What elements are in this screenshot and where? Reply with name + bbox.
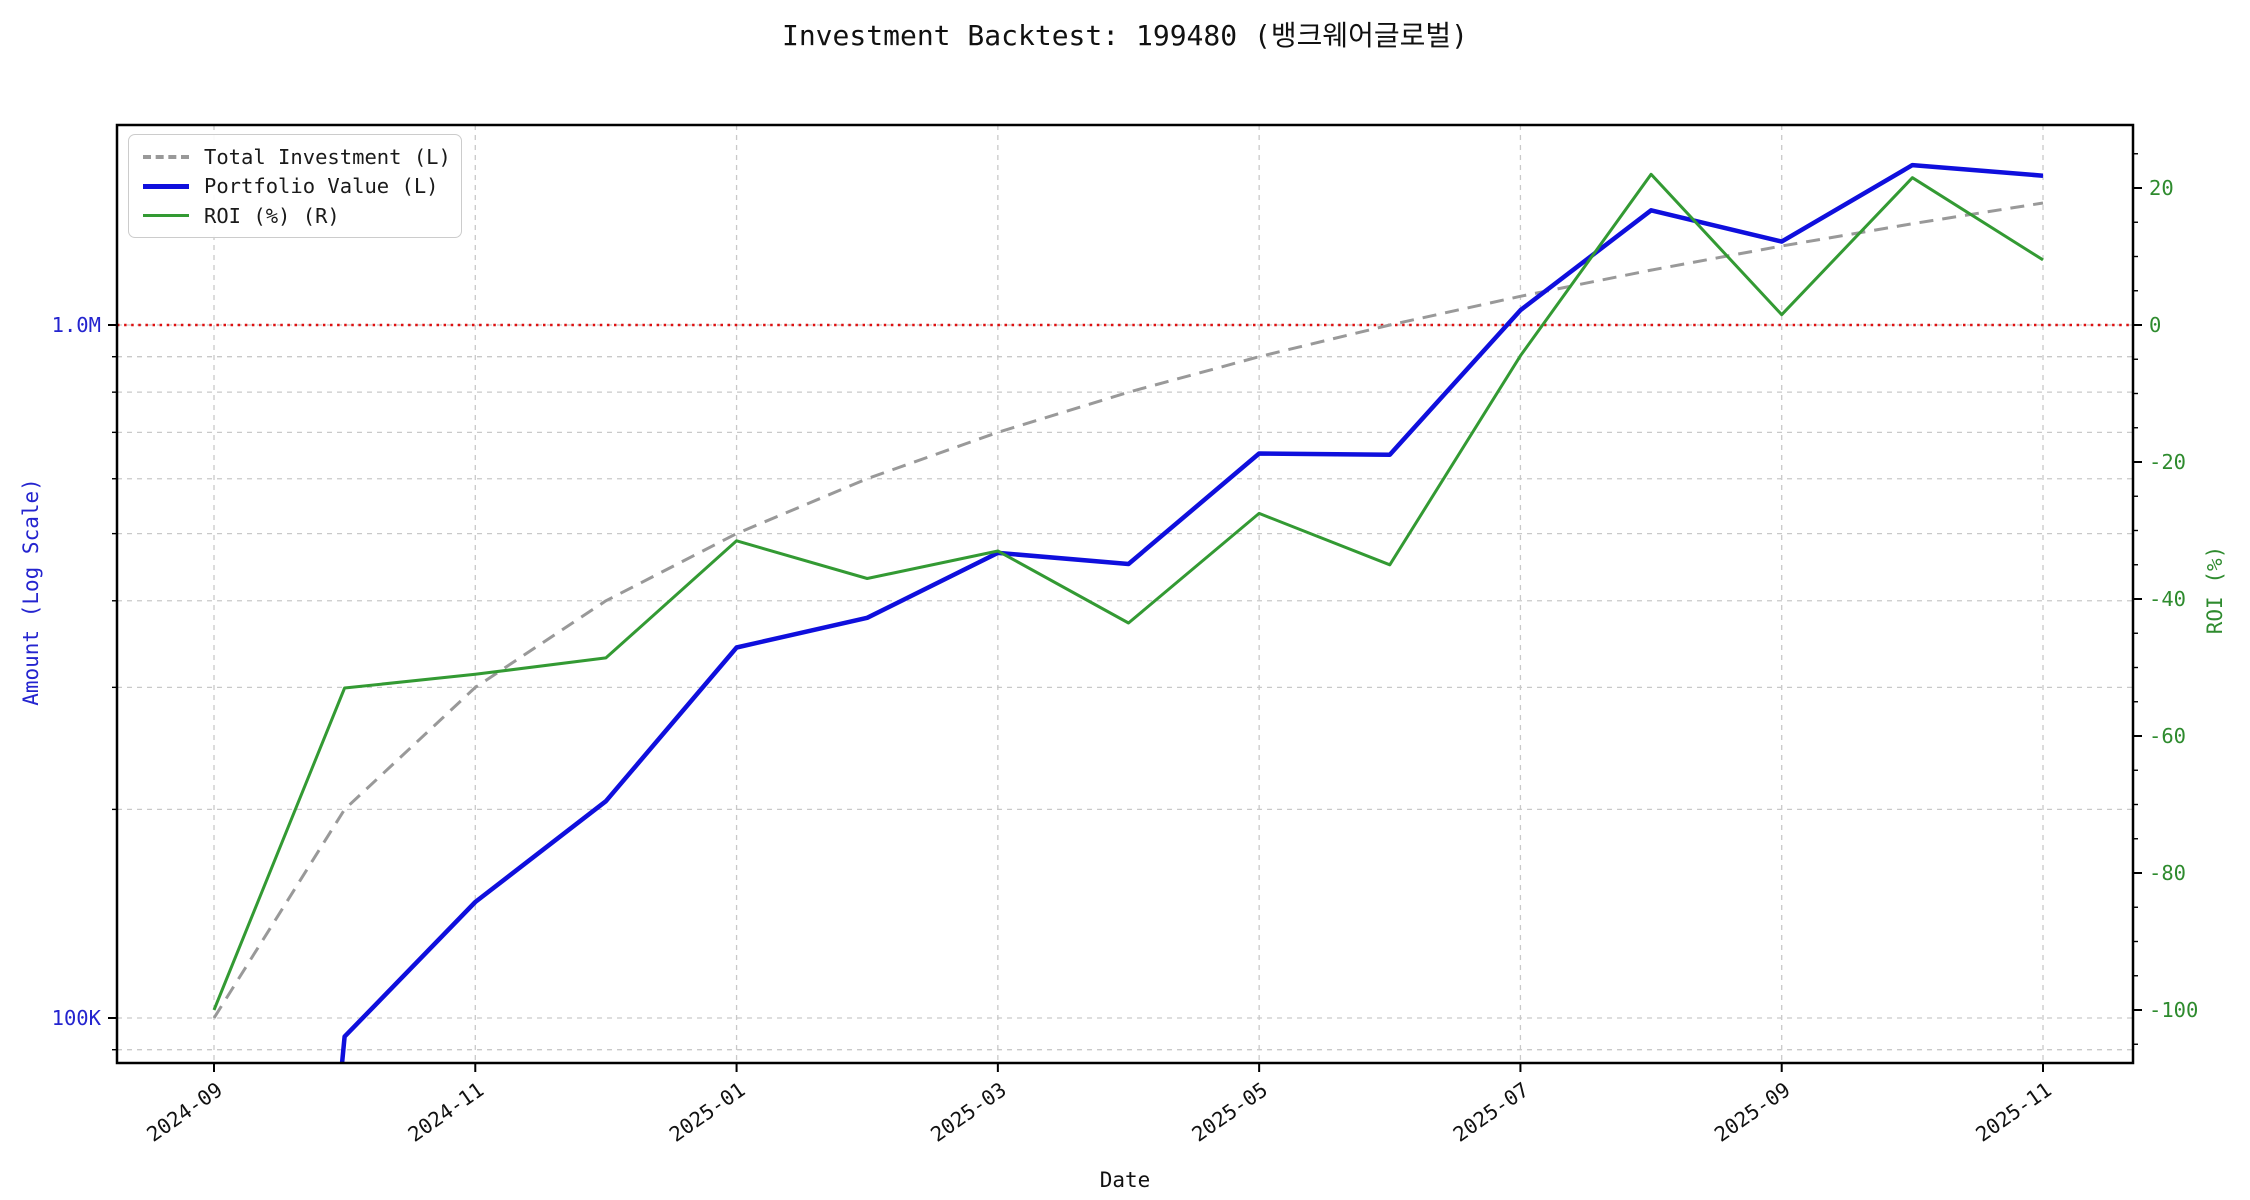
roi-line: [212, 172, 2044, 1011]
portfolio-value-line: [339, 162, 2044, 1063]
solid-line-swatch: [143, 213, 189, 218]
right-tick-label: 20: [2149, 176, 2174, 200]
right-tick-label: -100: [2149, 998, 2198, 1022]
legend-label: ROI (%) (R): [204, 203, 340, 228]
right-tick-label: -80: [2149, 861, 2186, 885]
right-tick-label: -40: [2149, 587, 2186, 611]
chart-title: Investment Backtest: 199480 (뱅크웨어글로벌): [781, 19, 1469, 52]
legend-label: Total Investment (L): [204, 144, 451, 169]
left-tick-label: 100K: [52, 1006, 102, 1030]
right-axis-title: ROI (%): [2203, 545, 2227, 635]
legend-item-roi: ROI (%) (R): [129, 204, 461, 228]
plot-area: [117, 125, 2133, 1063]
legend-item-portfolio-value: Portfolio Value (L): [129, 174, 461, 198]
right-tick-label: 0: [2149, 313, 2161, 337]
dashed-line-swatch: [143, 154, 189, 159]
right-tick-label: -60: [2149, 724, 2186, 748]
legend: Total Investment (L) Portfolio Value (L)…: [128, 134, 462, 238]
legend-item-total-investment: Total Investment (L): [129, 145, 461, 169]
left-tick-label: 1.0M: [52, 313, 101, 337]
left-axis-title: Amount (Log Scale): [19, 478, 43, 706]
gridlines: [117, 125, 2133, 1063]
axis-ticks: [108, 153, 2142, 1072]
right-tick-label: -20: [2149, 450, 2186, 474]
solid-line-swatch: [143, 183, 189, 189]
x-axis-title: Date: [1099, 1168, 1151, 1192]
legend-label: Portfolio Value (L): [204, 174, 439, 198]
plot-border: [115, 123, 2135, 1065]
